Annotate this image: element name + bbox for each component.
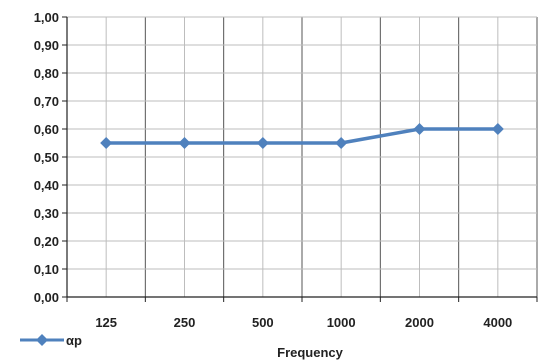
x-tick-label: 1000 [327,315,356,330]
y-tick-labels: 0,00 0,10 0,20 0,30 0,40 0,50 0,60 0,70 0,80 0,90… [34,10,59,305]
y-tick-label: 0,60 [34,122,59,137]
x-tick-labels: 125 250 500 1000 2000 4000 [95,315,512,330]
data-point [100,137,113,149]
y-tick-label: 0,30 [34,206,59,221]
x-tick-label: 4000 [483,315,512,330]
data-point [491,123,504,135]
y-tick-label: 0,70 [34,94,59,109]
x-tick-label: 250 [174,315,196,330]
data-point [413,123,426,135]
y-tick-label: 1,00 [34,10,59,25]
series-ap [100,123,504,149]
y-tick-label: 0,00 [34,290,59,305]
y-tick-label: 0,10 [34,262,59,277]
series-line [106,127,498,145]
x-tick-label: 2000 [405,315,434,330]
x-axis-title: Frequency [277,345,344,360]
data-point [256,137,269,149]
legend-marker [36,334,48,346]
grid [67,16,538,297]
axes [62,16,538,302]
x-tick-label: 500 [252,315,274,330]
y-tick-label: 0,50 [34,150,59,165]
legend-label: αp [66,333,82,348]
x-tick-label: 125 [95,315,117,330]
data-point [178,137,191,149]
y-tick-label: 0,40 [34,178,59,193]
y-tick-label: 0,90 [34,38,59,53]
y-tick-label: 0,20 [34,234,59,249]
legend: αp [20,333,82,348]
data-point [335,137,348,149]
y-tick-label: 0,80 [34,66,59,81]
